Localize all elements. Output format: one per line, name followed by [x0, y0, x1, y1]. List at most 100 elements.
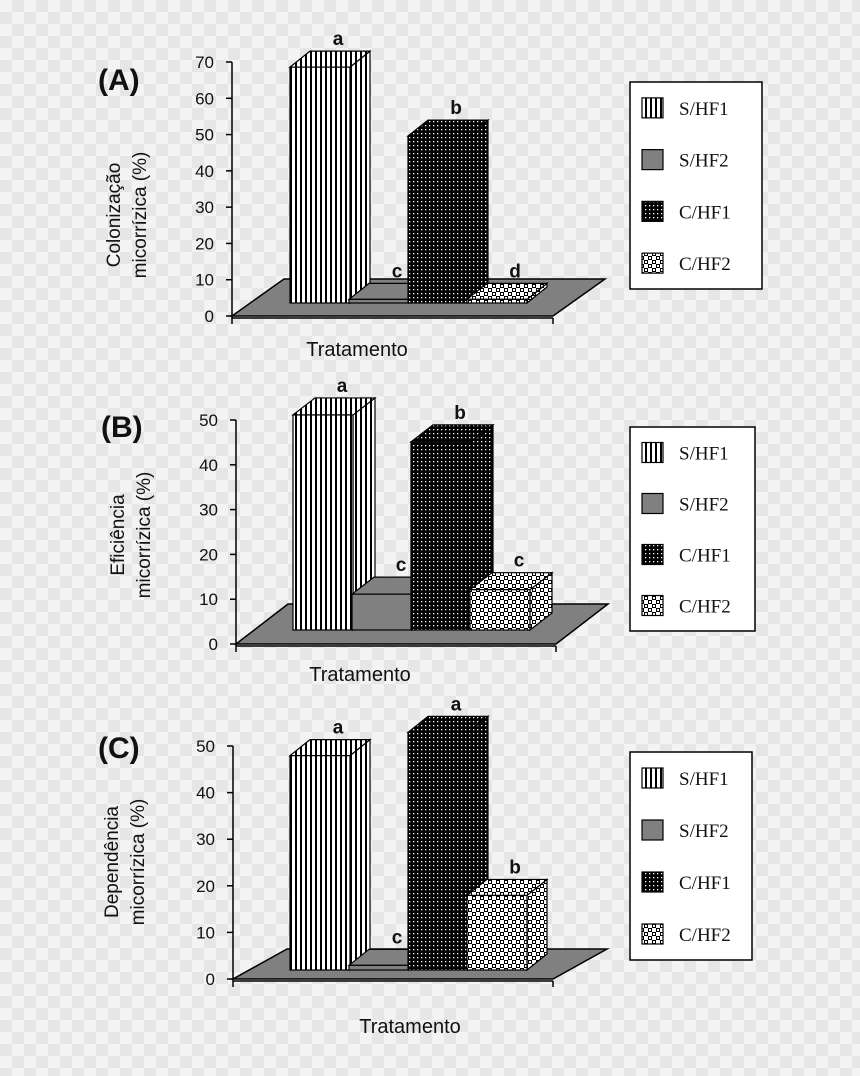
bar-c-hf1 — [409, 423, 495, 632]
legend-item: S/HF1 — [641, 441, 729, 465]
y-tick-label: 0 — [205, 307, 214, 326]
y-tick-label: 40 — [199, 456, 218, 475]
significance-label: c — [392, 927, 403, 948]
y-tick-label: 10 — [195, 271, 214, 290]
legend-label: C/HF1 — [679, 546, 731, 567]
y-tick-label: 0 — [209, 635, 218, 654]
panel-label: (A) — [98, 64, 140, 97]
y-tick-label: 40 — [196, 784, 215, 803]
bar-front — [469, 589, 531, 631]
significance-label: a — [333, 29, 344, 50]
legend-item: S/HF1 — [641, 97, 729, 120]
significance-label: b — [454, 403, 466, 424]
bar-c-hf2 — [465, 282, 549, 305]
chart-panel-c: (C) Dependência micorrízica (%) 0 10 20 30 4… — [98, 694, 753, 1038]
significance-label: b — [450, 98, 462, 119]
legend-swatch — [641, 871, 664, 893]
y-tick-label: 0 — [206, 970, 215, 989]
legend-label: C/HF1 — [679, 873, 731, 894]
legend-label: S/HF1 — [679, 769, 729, 790]
legend-label: S/HF2 — [679, 151, 729, 172]
y-tick-label: 40 — [195, 162, 214, 181]
legend-swatch — [641, 252, 664, 274]
significance-label: b — [509, 857, 521, 878]
legend-label: S/HF2 — [679, 495, 729, 516]
legend-item: S/HF2 — [641, 149, 729, 172]
significance-label: a — [451, 694, 462, 715]
y-tick-label: 30 — [195, 198, 214, 217]
bar-c-hf2 — [465, 878, 549, 972]
legend-label: C/HF2 — [679, 925, 731, 946]
bar-front — [407, 731, 469, 971]
bar-c-hf1 — [406, 118, 490, 305]
bar-side — [467, 118, 489, 305]
significance-label: c — [392, 261, 403, 282]
y-tick-label: 30 — [196, 830, 215, 849]
x-axis-title: Tratamento — [309, 664, 411, 686]
significance-label: d — [509, 261, 521, 282]
y-axis-title-line1: Colonização — [104, 163, 125, 268]
bar-front — [289, 66, 351, 304]
legend-swatch — [641, 97, 664, 119]
bar-front — [466, 894, 528, 971]
legend-label: C/HF2 — [679, 254, 731, 275]
bar-front — [351, 593, 413, 631]
significance-label: c — [396, 555, 407, 576]
plot-area: 0 10 20 30 40 50 a c b c — [199, 376, 611, 654]
legend-item: S/HF1 — [641, 767, 729, 790]
legend-swatch — [641, 543, 664, 566]
y-axis-title-line1: Eficiência — [108, 494, 129, 576]
significance-label: a — [337, 376, 348, 397]
panel-label: (C) — [98, 732, 140, 765]
bar-front — [407, 135, 469, 304]
bar-front — [466, 298, 528, 304]
legend-item: C/HF2 — [641, 923, 731, 946]
y-tick-label: 10 — [199, 590, 218, 609]
legend-item: S/HF2 — [641, 819, 729, 842]
legend-label: S/HF2 — [679, 821, 729, 842]
legend-label: S/HF1 — [679, 444, 729, 465]
legend-item: C/HF2 — [641, 252, 731, 275]
bar-front — [410, 441, 472, 631]
y-tick-label: 60 — [195, 89, 214, 108]
legend-swatch — [641, 819, 664, 841]
bar-c-hf1 — [406, 715, 490, 972]
legend: S/HF1 S/HF2 C/HF1 C/HF2 — [629, 426, 756, 632]
legend-swatch — [641, 200, 664, 222]
y-tick-label: 20 — [196, 877, 215, 896]
bar-side — [349, 49, 371, 305]
y-tick-label: 20 — [199, 545, 218, 564]
legend-label: C/HF1 — [679, 202, 731, 223]
y-tick-label: 70 — [195, 53, 214, 72]
legend-item: C/HF1 — [641, 200, 731, 223]
legend-item: S/HF2 — [641, 492, 729, 516]
bar-s-hf1 — [288, 738, 372, 972]
y-tick-label: 50 — [196, 737, 215, 756]
y-axis-title-line1: Dependência — [102, 806, 123, 918]
bar-s-hf1 — [288, 49, 372, 305]
significance-label: a — [333, 718, 344, 739]
bar-front — [348, 298, 410, 304]
y-tick-label: 50 — [199, 411, 218, 430]
bar-s-hf1 — [291, 396, 377, 632]
y-tick-label: 50 — [195, 126, 214, 145]
significance-label: c — [514, 551, 525, 572]
legend-item: C/HF1 — [641, 871, 731, 894]
y-axis-title-line2: micorrízica (%) — [130, 152, 151, 279]
chart-panel-b: (B) Eficiência micorrízica (%) 0 10 20 30 40… — [101, 376, 756, 686]
x-axis-title: Tratamento — [359, 1016, 461, 1038]
y-tick-label: 10 — [196, 923, 215, 942]
y-axis-title-line2: micorrízica (%) — [134, 472, 155, 599]
panel-label: (B) — [101, 411, 143, 444]
bar-c-hf2 — [468, 571, 554, 632]
legend-swatch — [641, 492, 664, 515]
legend: S/HF1 S/HF2 C/HF1 C/HF2 — [629, 751, 753, 961]
legend: S/HF1 S/HF2 C/HF1 C/HF2 — [629, 81, 763, 290]
x-axis-title: Tratamento — [306, 339, 408, 361]
legend-item: C/HF2 — [641, 594, 731, 618]
y-tick-label: 30 — [199, 501, 218, 520]
y-tick-label: 20 — [195, 234, 214, 253]
bar-side — [349, 738, 371, 972]
bar-front — [292, 414, 354, 631]
